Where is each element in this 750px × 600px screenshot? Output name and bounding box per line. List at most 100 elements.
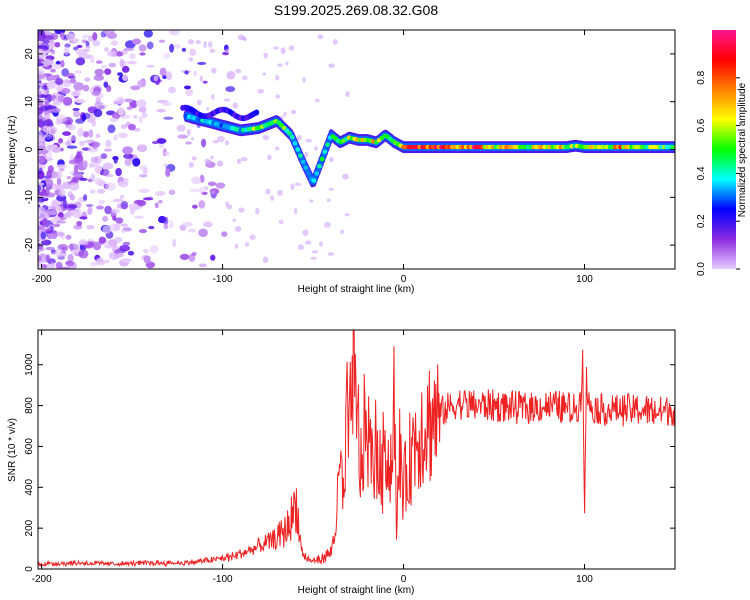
heatmap-noise-cell	[38, 184, 42, 192]
heatmap-noise-cell	[114, 236, 123, 243]
heatmap-noise-cell	[121, 229, 126, 233]
heatmap-noise-cell	[242, 75, 248, 81]
heatmap-noise-cell	[225, 201, 229, 207]
heatmap-y-tick-label: 0	[24, 146, 35, 152]
heatmap-noise-cell	[72, 110, 81, 118]
heatmap-noise-cell	[132, 38, 141, 45]
heatmap-noise-cell	[65, 260, 75, 267]
heatmap-noise-cell	[163, 151, 171, 156]
heatmap-noise-cell	[153, 75, 159, 82]
heatmap-noise-cell	[208, 41, 213, 48]
heatmap-noise-cell	[99, 168, 110, 176]
heatmap-noise-cell	[257, 88, 265, 94]
snr-x-tick-label: 0	[401, 574, 407, 585]
heatmap-noise-cell	[283, 111, 287, 117]
heatmap-noise-cell	[119, 244, 131, 252]
heatmap-noise-cell	[120, 194, 125, 199]
heatmap-noise-cell	[51, 199, 60, 209]
heatmap-noise-cell	[58, 168, 65, 172]
heatmap-noise-cell	[262, 72, 267, 76]
heatmap-noise-cell	[275, 74, 280, 81]
heatmap-noise-cell	[67, 210, 72, 219]
heatmap-noise-cell	[302, 76, 306, 83]
heatmap-noise-cell	[198, 200, 206, 209]
heatmap-noise-cell	[165, 168, 171, 178]
heatmap-noise-cell	[75, 57, 86, 66]
heatmap-noise-cell	[93, 108, 103, 118]
colorbar-tick-label: 0.2	[696, 214, 707, 228]
heatmap-noise-cell	[185, 141, 192, 145]
heatmap-noise-cell	[156, 108, 166, 113]
heatmap-noise-cell	[198, 228, 208, 238]
heatmap-noise-cell	[138, 107, 147, 113]
heatmap-noise-cell	[216, 160, 224, 167]
heatmap-ridge-cell	[287, 131, 292, 136]
heatmap-noise-cell	[81, 34, 91, 39]
heatmap-noise-cell	[112, 215, 117, 221]
heatmap-noise-cell	[122, 74, 129, 82]
heatmap-noise-cell	[130, 85, 141, 91]
heatmap-noise-cell	[207, 181, 217, 187]
heatmap-noise-cell	[102, 162, 114, 170]
snr-panel: -200 -100 0 100 0 200 400 600 800 1000 Height of…	[7, 329, 676, 596]
heatmap-noise-cell	[329, 156, 334, 163]
heatmap-noise-cell	[72, 38, 80, 43]
heatmap-noise-cell	[72, 210, 82, 219]
heatmap-noise-cell	[163, 163, 168, 168]
heatmap-noise-cell	[38, 157, 46, 164]
heatmap-noise-cell	[76, 151, 82, 159]
heatmap-noise-cell	[56, 114, 67, 123]
heatmap-noise-cell	[69, 182, 80, 191]
heatmap-noise-cell	[65, 234, 72, 240]
heatmap-noise-cell	[126, 106, 133, 110]
heatmap-noise-cell	[314, 98, 320, 103]
heatmap-noise-cell	[79, 140, 85, 147]
colorbar-tick-label: 0.4	[696, 166, 707, 180]
heatmap-noise-cell	[161, 101, 172, 106]
heatmap-noise-cell	[186, 128, 191, 136]
snr-x-tick-label: -100	[213, 574, 233, 585]
snr-y-tick-label: 200	[24, 519, 35, 536]
heatmap-noise-cell	[57, 95, 65, 103]
heatmap-noise-cell	[56, 177, 62, 186]
heatmap-noise-cell	[64, 43, 71, 48]
heatmap-noise-cell	[114, 223, 121, 232]
heatmap-noise-cell	[189, 188, 200, 193]
heatmap-noise-cell	[296, 134, 302, 141]
heatmap-noise-cell	[78, 249, 89, 259]
heatmap-noise-cell	[91, 91, 101, 96]
heatmap-noise-cell	[82, 160, 88, 169]
colorbar: 0.0 0.2 0.4 0.6 0.8 Normalized spectral ampl…	[696, 30, 748, 276]
heatmap-noise-cell	[249, 234, 256, 240]
heatmap-noise-cell	[102, 225, 112, 234]
heatmap-noise-cell	[138, 44, 147, 52]
heatmap-y-tick-label: -10	[24, 190, 35, 205]
heatmap-noise-cell	[319, 241, 323, 247]
heatmap-noise-cell	[158, 200, 163, 204]
heatmap-noise-cell	[294, 182, 302, 187]
heatmap-noise-cell	[209, 48, 216, 53]
heatmap-noise-cell	[263, 52, 268, 59]
heatmap-noise-cell	[184, 70, 189, 75]
heatmap-noise-cell	[38, 167, 43, 174]
snr-y-tick-label: 800	[24, 397, 35, 414]
heatmap-noise-cell	[191, 251, 197, 256]
heatmap-noise-cell	[59, 32, 65, 39]
heatmap-ridge-cell	[295, 147, 301, 152]
heatmap-noise-cell	[305, 138, 312, 143]
heatmap-noise-cell	[226, 71, 236, 80]
heatmap-noise-cell	[69, 78, 77, 84]
heatmap-noise-cell	[236, 158, 242, 164]
heatmap-noise-cell	[70, 90, 81, 97]
heatmap-noise-cell	[46, 169, 52, 179]
heatmap-noise-cell	[278, 219, 284, 225]
heatmap-noise-cell	[104, 244, 114, 249]
heatmap-noise-cell	[262, 134, 270, 141]
heatmap-noise-cell	[78, 240, 89, 246]
heatmap-noise-cell	[267, 154, 272, 161]
heatmap-noise-cell	[198, 187, 204, 194]
heatmap-noise-cell	[56, 220, 67, 224]
heatmap-noise-cell	[68, 75, 76, 80]
heatmap-noise-cell	[42, 217, 48, 226]
heatmap-noise-cell	[141, 112, 148, 119]
